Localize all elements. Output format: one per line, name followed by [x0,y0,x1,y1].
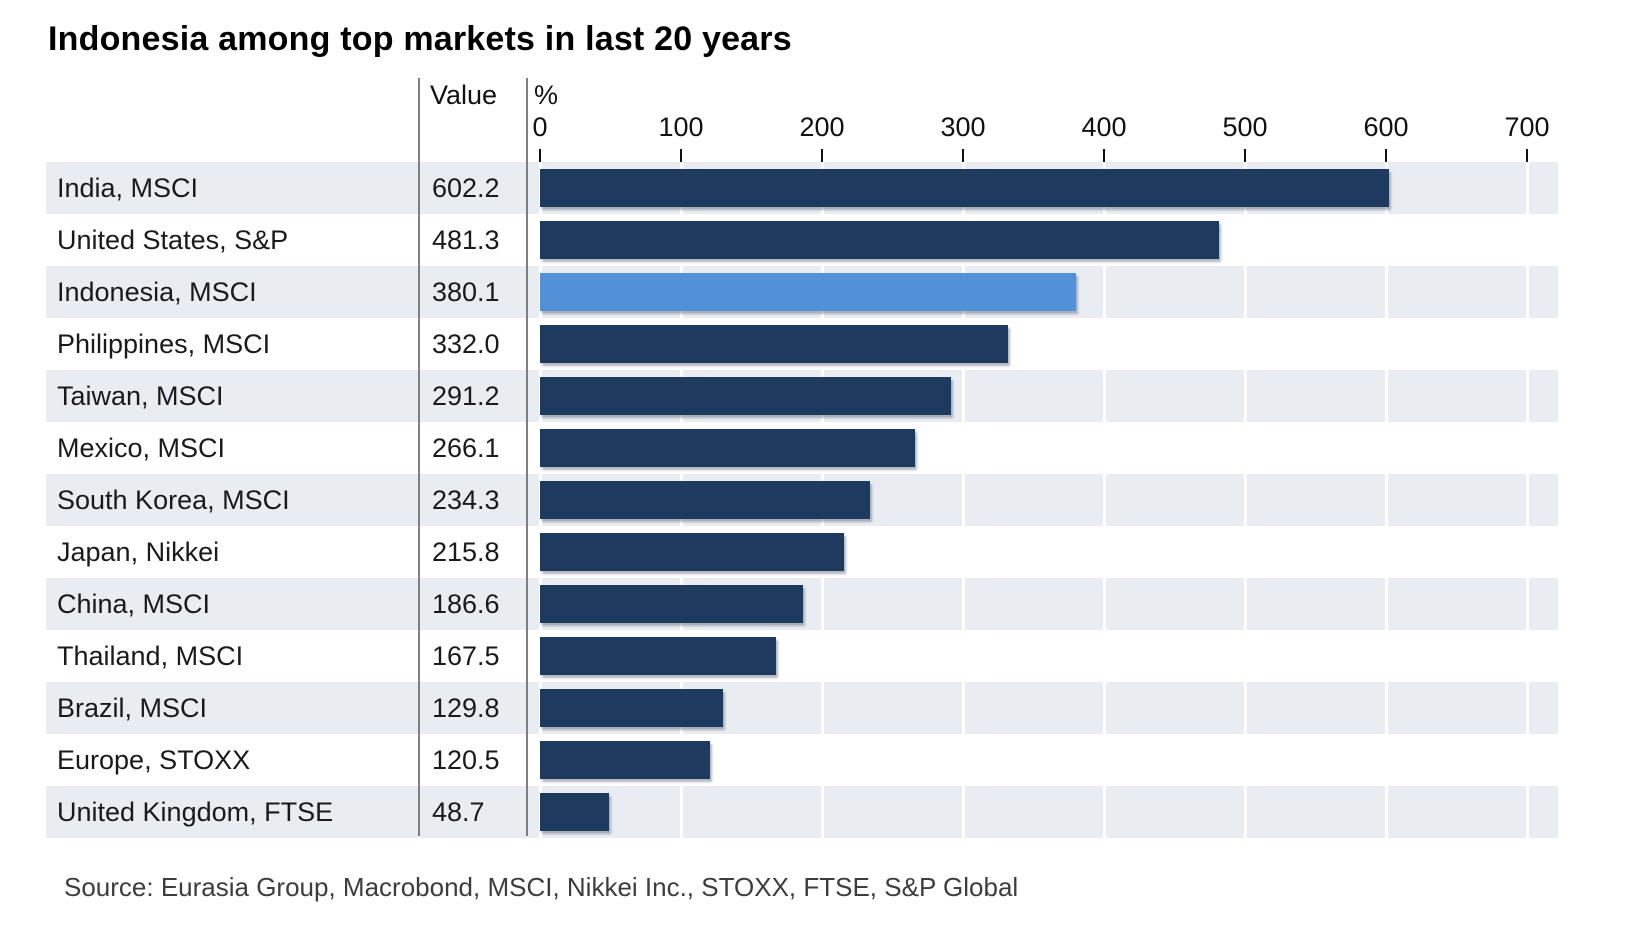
bar [540,221,1219,259]
bar [540,689,724,727]
row-label: Europe, STOXX [57,745,251,775]
table-row: Thailand, MSCI 167.5 [46,630,1558,682]
x-tick-mark [1526,149,1528,162]
row-value: 234.3 [432,485,500,515]
bar [540,533,845,571]
page-title: Indonesia among top markets in last 20 y… [48,20,792,58]
chart-header: Value % 0 100 200 300 400 500 600 700 [46,78,1558,162]
bar [540,377,951,415]
x-tick-mark [680,149,682,162]
table-row: China, MSCI 186.6 [46,578,1558,630]
row-label: India, MSCI [57,173,199,203]
x-tick-mark [1244,149,1246,162]
row-chart-area [526,318,1558,370]
bar-chart: Value % 0 100 200 300 400 500 600 700 India, MS… [46,78,1558,838]
x-tick-label: 0 [532,112,548,142]
value-column-header: Value [430,80,498,110]
row-label: South Korea, MSCI [57,485,290,515]
row-value: 602.2 [432,173,500,203]
x-tick-mark [821,149,823,162]
row-label: Mexico, MSCI [57,433,226,463]
row-value: 291.2 [432,381,500,411]
x-tick-mark [1103,149,1105,162]
x-tick-label: 600 [1363,112,1409,142]
bar [540,273,1076,311]
table-row: Indonesia, MSCI 380.1 [46,266,1558,318]
row-label: United Kingdom, FTSE [57,797,334,827]
x-tick-mark [962,149,964,162]
row-label: China, MSCI [57,589,211,619]
chart-rows: India, MSCI 602.2 United States, S&P 481… [46,162,1558,838]
row-label: Indonesia, MSCI [57,277,257,307]
x-tick-label: 500 [1222,112,1268,142]
bar [540,481,871,519]
row-value: 266.1 [432,433,500,463]
row-value: 48.7 [432,797,485,827]
x-tick-label: 300 [940,112,986,142]
row-value: 167.5 [432,641,500,671]
row-chart-area [526,370,1558,422]
x-tick-mark [1385,149,1387,162]
percent-axis-label: % [534,80,559,110]
bar [540,169,1390,207]
bar [540,325,1009,363]
x-tick-label: 700 [1504,112,1550,142]
x-tick-mark [539,149,541,162]
table-row: South Korea, MSCI 234.3 [46,474,1558,526]
bar [540,585,804,623]
table-row: Europe, STOXX 120.5 [46,734,1558,786]
value-column-divider [418,78,420,836]
table-row: Philippines, MSCI 332.0 [46,318,1558,370]
x-tick-label: 400 [1081,112,1127,142]
bar [540,637,777,675]
table-row: Mexico, MSCI 266.1 [46,422,1558,474]
row-label: Taiwan, MSCI [57,381,224,411]
row-chart-area [526,474,1558,526]
table-row: Brazil, MSCI 129.8 [46,682,1558,734]
row-label: Philippines, MSCI [57,329,271,359]
x-tick-label: 200 [799,112,845,142]
row-chart-area [526,734,1558,786]
row-chart-area [526,162,1558,214]
row-value: 215.8 [432,537,500,567]
table-row: United States, S&P 481.3 [46,214,1558,266]
row-chart-area [526,526,1558,578]
table-row: United Kingdom, FTSE 48.7 [46,786,1558,838]
row-value: 129.8 [432,693,500,723]
table-row: Japan, Nikkei 215.8 [46,526,1558,578]
axis-divider [526,78,528,836]
row-chart-area [526,786,1558,838]
row-label: Brazil, MSCI [57,693,208,723]
row-value: 120.5 [432,745,500,775]
row-chart-area [526,214,1558,266]
table-row: Taiwan, MSCI 291.2 [46,370,1558,422]
row-label: United States, S&P [57,225,289,255]
bar [540,741,710,779]
row-chart-area [526,266,1558,318]
row-label: Japan, Nikkei [57,537,220,567]
row-value: 332.0 [432,329,500,359]
table-row: India, MSCI 602.2 [46,162,1558,214]
row-value: 380.1 [432,277,500,307]
bar [540,429,916,467]
row-value: 481.3 [432,225,500,255]
row-chart-area [526,630,1558,682]
row-chart-area [526,578,1558,630]
source-attribution: Source: Eurasia Group, Macrobond, MSCI, … [64,872,1019,902]
row-label: Thailand, MSCI [57,641,244,671]
x-tick-label: 100 [658,112,704,142]
row-chart-area [526,422,1558,474]
row-chart-area [526,682,1558,734]
bar [540,793,609,831]
row-value: 186.6 [432,589,500,619]
